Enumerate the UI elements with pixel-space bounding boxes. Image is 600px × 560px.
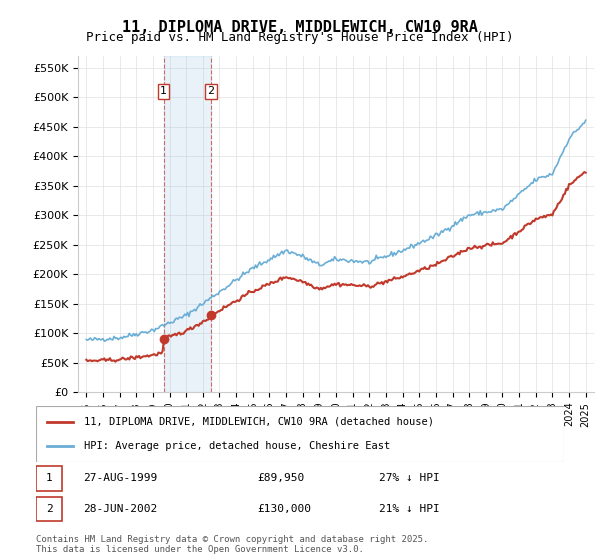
Text: 27% ↓ HPI: 27% ↓ HPI xyxy=(379,473,440,483)
FancyBboxPatch shape xyxy=(36,497,62,521)
Text: Price paid vs. HM Land Registry's House Price Index (HPI): Price paid vs. HM Land Registry's House … xyxy=(86,31,514,44)
Text: 2: 2 xyxy=(207,86,214,96)
Text: 11, DIPLOMA DRIVE, MIDDLEWICH, CW10 9RA: 11, DIPLOMA DRIVE, MIDDLEWICH, CW10 9RA xyxy=(122,20,478,35)
Text: 2: 2 xyxy=(46,504,53,514)
Text: HPI: Average price, detached house, Cheshire East: HPI: Average price, detached house, Ches… xyxy=(83,441,390,451)
Text: £89,950: £89,950 xyxy=(258,473,305,483)
Text: 28-JUN-2002: 28-JUN-2002 xyxy=(83,504,158,514)
Text: 27-AUG-1999: 27-AUG-1999 xyxy=(83,473,158,483)
FancyBboxPatch shape xyxy=(36,466,62,491)
Text: £130,000: £130,000 xyxy=(258,504,312,514)
Text: 21% ↓ HPI: 21% ↓ HPI xyxy=(379,504,440,514)
Bar xyxy=(164,56,211,392)
Text: 1: 1 xyxy=(46,473,53,483)
Text: 1: 1 xyxy=(160,86,167,96)
Text: Contains HM Land Registry data © Crown copyright and database right 2025.
This d: Contains HM Land Registry data © Crown c… xyxy=(36,535,428,554)
Text: 11, DIPLOMA DRIVE, MIDDLEWICH, CW10 9RA (detached house): 11, DIPLOMA DRIVE, MIDDLEWICH, CW10 9RA … xyxy=(83,417,434,427)
FancyBboxPatch shape xyxy=(36,406,564,462)
